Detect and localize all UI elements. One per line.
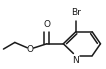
Text: O: O (27, 45, 34, 54)
Text: Br: Br (71, 8, 81, 17)
Text: N: N (72, 56, 79, 65)
Text: O: O (43, 20, 50, 29)
